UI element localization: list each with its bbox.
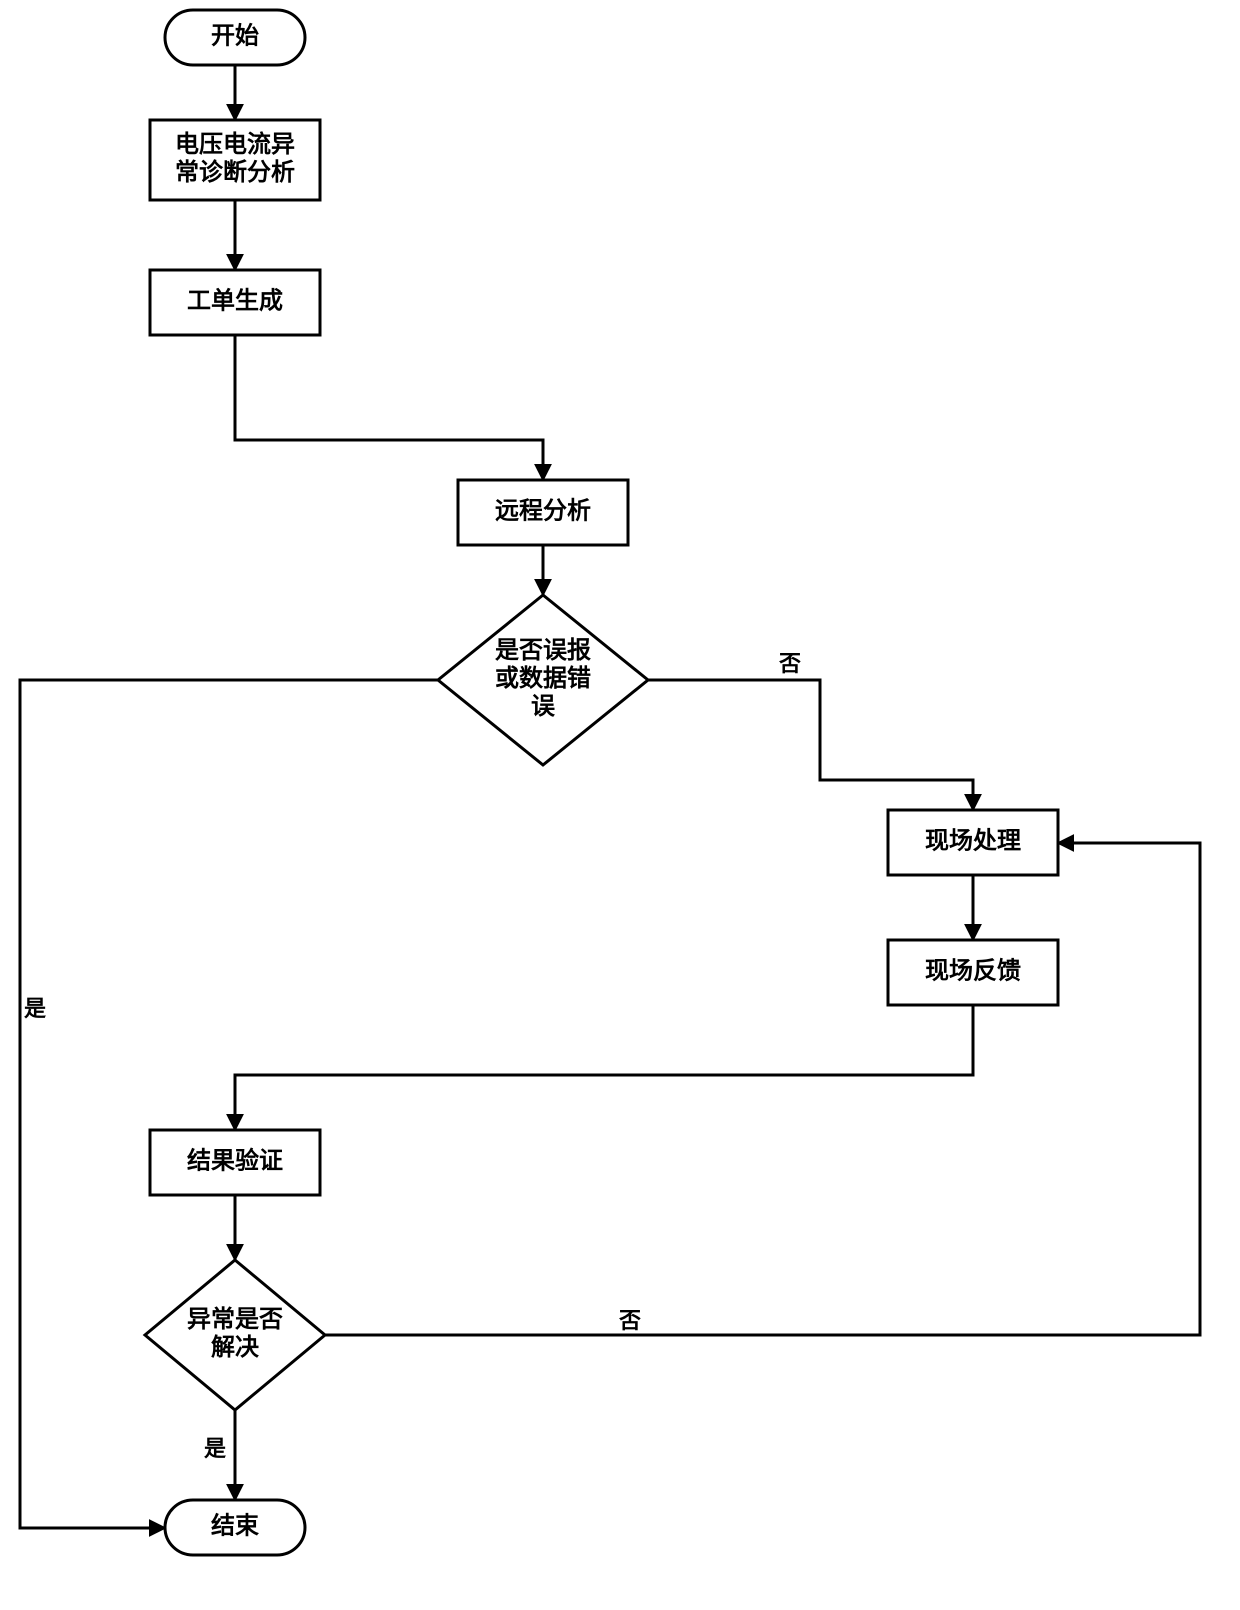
node-label-verify: 结果验证: [187, 1147, 283, 1175]
node-label-order: 工单生成: [187, 288, 283, 315]
flowchart: 否是是否开始电压电流异常诊断分析工单生成远程分析是否误报或数据错误现场处理现场反…: [0, 0, 1240, 1610]
node-label-start: 开始: [211, 23, 259, 50]
node-label-onsite: 现场处理: [925, 828, 1021, 855]
edge-e11: [325, 843, 1200, 1335]
edge-label-e5: 否: [778, 651, 801, 676]
edge-e5: [648, 680, 973, 810]
edge-label-e11: 否: [618, 1308, 641, 1333]
node-label-end: 结束: [211, 1513, 260, 1540]
node-label-diag: 电压电流异常诊断分析: [175, 131, 295, 186]
node-label-remote: 远程分析: [495, 498, 591, 525]
edge-e3: [235, 335, 543, 480]
edge-e8: [235, 1005, 973, 1130]
node-label-feedback: 现场反馈: [925, 958, 1021, 985]
edge-label-e10: 是: [204, 1436, 226, 1461]
edge-label-e6: 是: [24, 996, 46, 1021]
